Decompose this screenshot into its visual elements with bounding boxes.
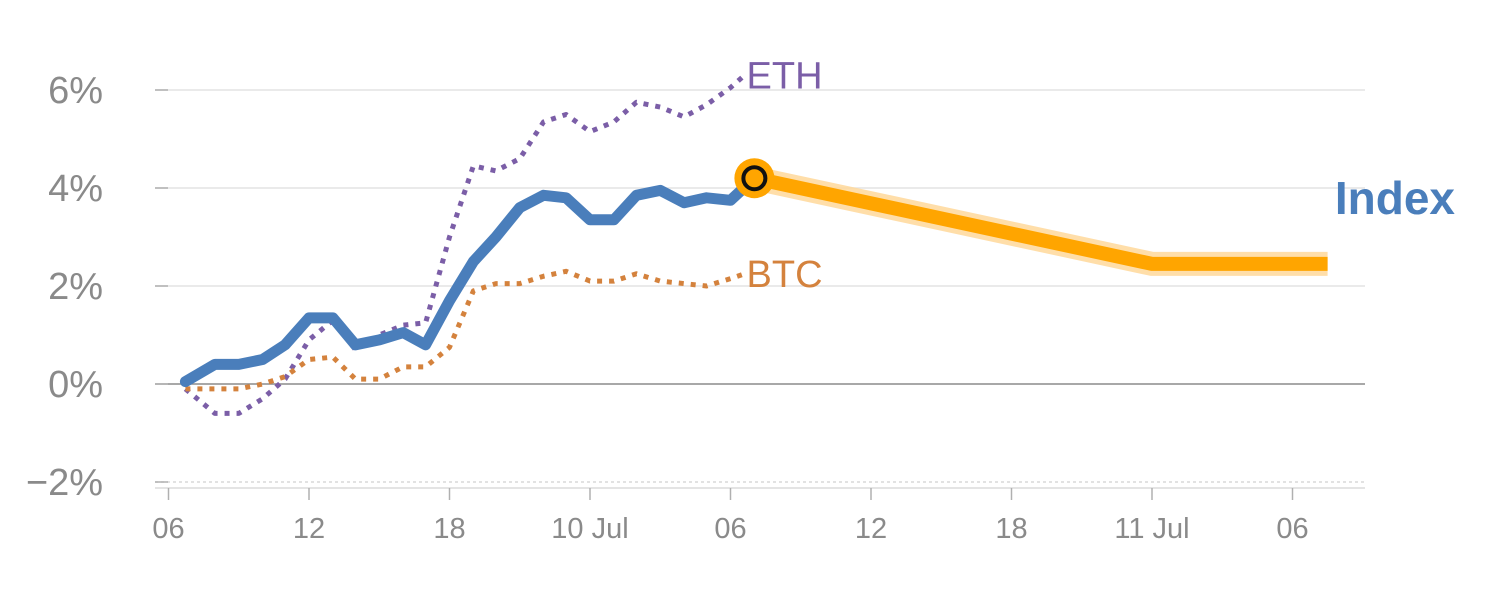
x-tick-label: 18 [433, 513, 465, 545]
series-label-btc: BTC [747, 254, 823, 296]
forecast-marker [741, 165, 768, 192]
x-tick-label: 10 Jul [551, 513, 628, 545]
series-line-index [179, 172, 760, 388]
y-tick-label: 2% [48, 266, 103, 308]
y-tick-label: 0% [48, 364, 103, 406]
x-tick-label: 11 Jul [1114, 513, 1189, 545]
forecast-line [752, 171, 1328, 271]
series-line-btc [185, 268, 746, 392]
x-tick-label: 06 [714, 513, 746, 545]
labels: −2% 0% 2% 4% 6% 06 12 18 10 Jul 06 12 18 11 Jul 06 ETH… [26, 55, 1456, 545]
series-label-index: Index [1335, 172, 1456, 224]
x-tick-label: 06 [1276, 513, 1308, 545]
x-tick-label: 06 [152, 513, 184, 545]
series-group [179, 73, 1328, 416]
x-tick-label: 12 [855, 513, 887, 545]
series-line-eth [183, 73, 747, 416]
y-tick-label: 4% [48, 168, 103, 210]
y-tick-label: −2% [26, 462, 103, 504]
series-label-eth: ETH [747, 55, 823, 97]
grid-lines [155, 89, 1365, 483]
axes [155, 89, 1365, 500]
x-tick-label: 18 [995, 513, 1027, 545]
x-tick-label: 12 [293, 513, 325, 545]
y-tick-label: 6% [48, 70, 103, 112]
